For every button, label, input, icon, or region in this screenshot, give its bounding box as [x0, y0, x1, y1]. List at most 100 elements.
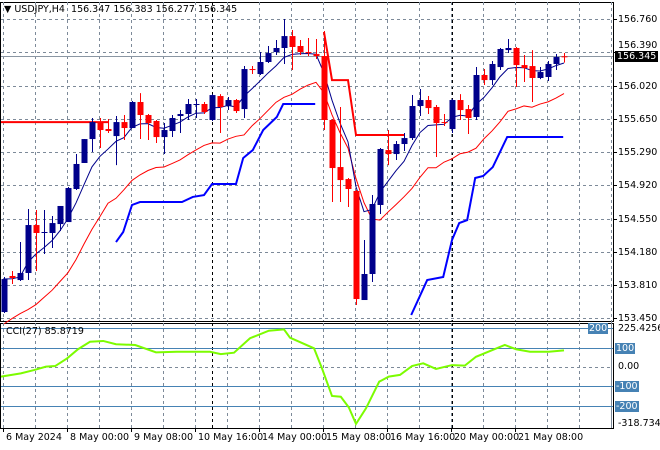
- cci-axis-zero-label: 0.00: [618, 361, 640, 372]
- bull-candle: [65, 188, 72, 223]
- bull-candle: [417, 100, 424, 106]
- bull-candle: [265, 53, 272, 62]
- bull-candle: [161, 130, 168, 138]
- bear-candle: [321, 56, 328, 120]
- price-axis-label: 154.920: [618, 179, 658, 191]
- price-axis-label: 155.650: [618, 113, 658, 125]
- bear-candle: [249, 69, 256, 71]
- bear-candle: [145, 115, 152, 124]
- bull-candle: [377, 148, 384, 205]
- bull-candle: [225, 100, 232, 106]
- bear-candle: [345, 179, 352, 190]
- bull-candle: [113, 122, 120, 137]
- time-axis-label: 14 May 00:00: [262, 432, 328, 443]
- price-axis-label: 155.290: [618, 146, 658, 158]
- bear-candle: [529, 66, 536, 78]
- bull-candle: [209, 95, 216, 120]
- cci-level-label: 200: [588, 322, 609, 334]
- bear-candle: [289, 36, 296, 48]
- bear-candle: [425, 100, 432, 109]
- bull-candle: [185, 104, 192, 115]
- cci-level-label: -200: [615, 400, 639, 412]
- bull-candle: [505, 47, 512, 51]
- bull-candle: [49, 223, 56, 233]
- bear-candle: [137, 102, 144, 116]
- bear-candle: [513, 47, 520, 66]
- time-axis-label: 8 May 00:00: [70, 432, 130, 443]
- cci-axis-min-label: -318.7341: [618, 418, 660, 429]
- bear-candle: [521, 65, 528, 69]
- time-axis-label: 15 May 08:00: [326, 432, 392, 443]
- collapse-triangle-icon[interactable]: ▼: [4, 4, 12, 15]
- bear-candle: [481, 75, 488, 81]
- bull-candle: [553, 57, 560, 64]
- cci-panel-border: [0, 323, 614, 429]
- cci-level-label: -100: [615, 380, 639, 392]
- bull-candle: [489, 63, 496, 81]
- bull-candle: [369, 203, 376, 275]
- bear-candle: [233, 100, 240, 112]
- bull-candle: [73, 163, 80, 190]
- bull-candle: [17, 273, 24, 281]
- bull-candle: [497, 48, 504, 68]
- time-axis-label: 9 May 08:00: [134, 432, 194, 443]
- price-axis-label: 156.760: [618, 13, 658, 25]
- price-axis-label: 153.810: [618, 279, 658, 291]
- bear-candle: [441, 122, 448, 124]
- bull-candle: [41, 231, 48, 233]
- moving-average-line: [3, 53, 565, 280]
- time-axis-label: 20 May 00:00: [454, 432, 520, 443]
- price-axis-label: 154.180: [618, 246, 658, 258]
- symbol-header: ▼ USDJPY,H4 156.347 156.383 156.277 156.…: [4, 4, 237, 15]
- time-axis-label: 16 May 16:00: [390, 432, 456, 443]
- bear-candle: [353, 190, 360, 300]
- price-axis-label: 156.020: [618, 80, 658, 92]
- bull-candle: [393, 144, 400, 155]
- bull-candle: [449, 100, 456, 130]
- bull-candle: [89, 122, 96, 140]
- bear-candle: [337, 167, 344, 181]
- bear-candle: [105, 129, 112, 132]
- current-price-label: 156.345: [615, 50, 659, 62]
- bull-candle: [177, 114, 184, 117]
- bear-candle: [457, 100, 464, 111]
- bull-candle: [81, 139, 88, 163]
- bull-candle: [257, 61, 264, 75]
- bull-candle: [25, 225, 32, 274]
- bear-candle: [97, 122, 104, 131]
- bear-candle: [9, 275, 16, 278]
- red-trailing-stop: [323, 31, 404, 136]
- price-axis-label: 153.450: [618, 312, 658, 324]
- time-axis-label: 21 May 08:00: [518, 432, 584, 443]
- bull-candle: [281, 36, 288, 48]
- cci-level-label: 100: [615, 342, 636, 354]
- bear-candle: [313, 54, 320, 57]
- bull-candle: [537, 72, 544, 78]
- bull-candle: [273, 47, 280, 53]
- time-axis-label: 6 May 2024: [6, 432, 62, 443]
- blue-trailing-stop: [115, 103, 316, 243]
- cci-line: [0, 328, 565, 427]
- bear-candle: [33, 225, 40, 233]
- bull-candle: [129, 102, 136, 129]
- price-axis-label: 154.550: [618, 213, 658, 225]
- bull-candle: [409, 105, 416, 139]
- bear-candle: [201, 104, 208, 113]
- bull-candle: [169, 118, 176, 132]
- main-panel-border: [0, 2, 614, 322]
- ohlc-values: 156.347 156.383 156.277 156.345: [71, 4, 238, 15]
- bull-candle: [545, 63, 552, 77]
- bull-candle: [241, 69, 248, 110]
- bear-candle: [305, 52, 312, 54]
- time-axis-label: 10 May 16:00: [198, 432, 264, 443]
- lower-band-line: [3, 81, 565, 325]
- bull-candle: [57, 205, 64, 225]
- price-axis-label: 156.390: [618, 39, 658, 51]
- blue-trailing-stop: [410, 135, 564, 316]
- bull-candle: [401, 138, 408, 145]
- bear-candle: [385, 150, 392, 155]
- bear-candle: [297, 46, 304, 53]
- bear-candle: [561, 56, 568, 58]
- bear-candle: [217, 96, 224, 107]
